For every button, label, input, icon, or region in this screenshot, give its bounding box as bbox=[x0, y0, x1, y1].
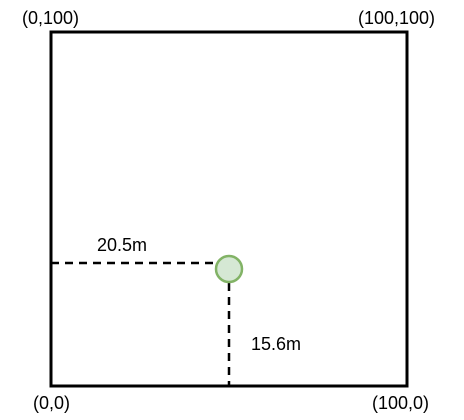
corner-label-top-left: (0,100) bbox=[22, 8, 79, 28]
corner-label-bottom-left: (0,0) bbox=[33, 393, 70, 413]
horizontal-distance-label: 20.5m bbox=[97, 235, 147, 255]
corner-label-bottom-right: (100,0) bbox=[372, 393, 429, 413]
corner-label-top-right: (100,100) bbox=[358, 8, 435, 28]
vertical-distance-label: 15.6m bbox=[251, 334, 301, 354]
location-point-marker bbox=[214, 254, 244, 284]
